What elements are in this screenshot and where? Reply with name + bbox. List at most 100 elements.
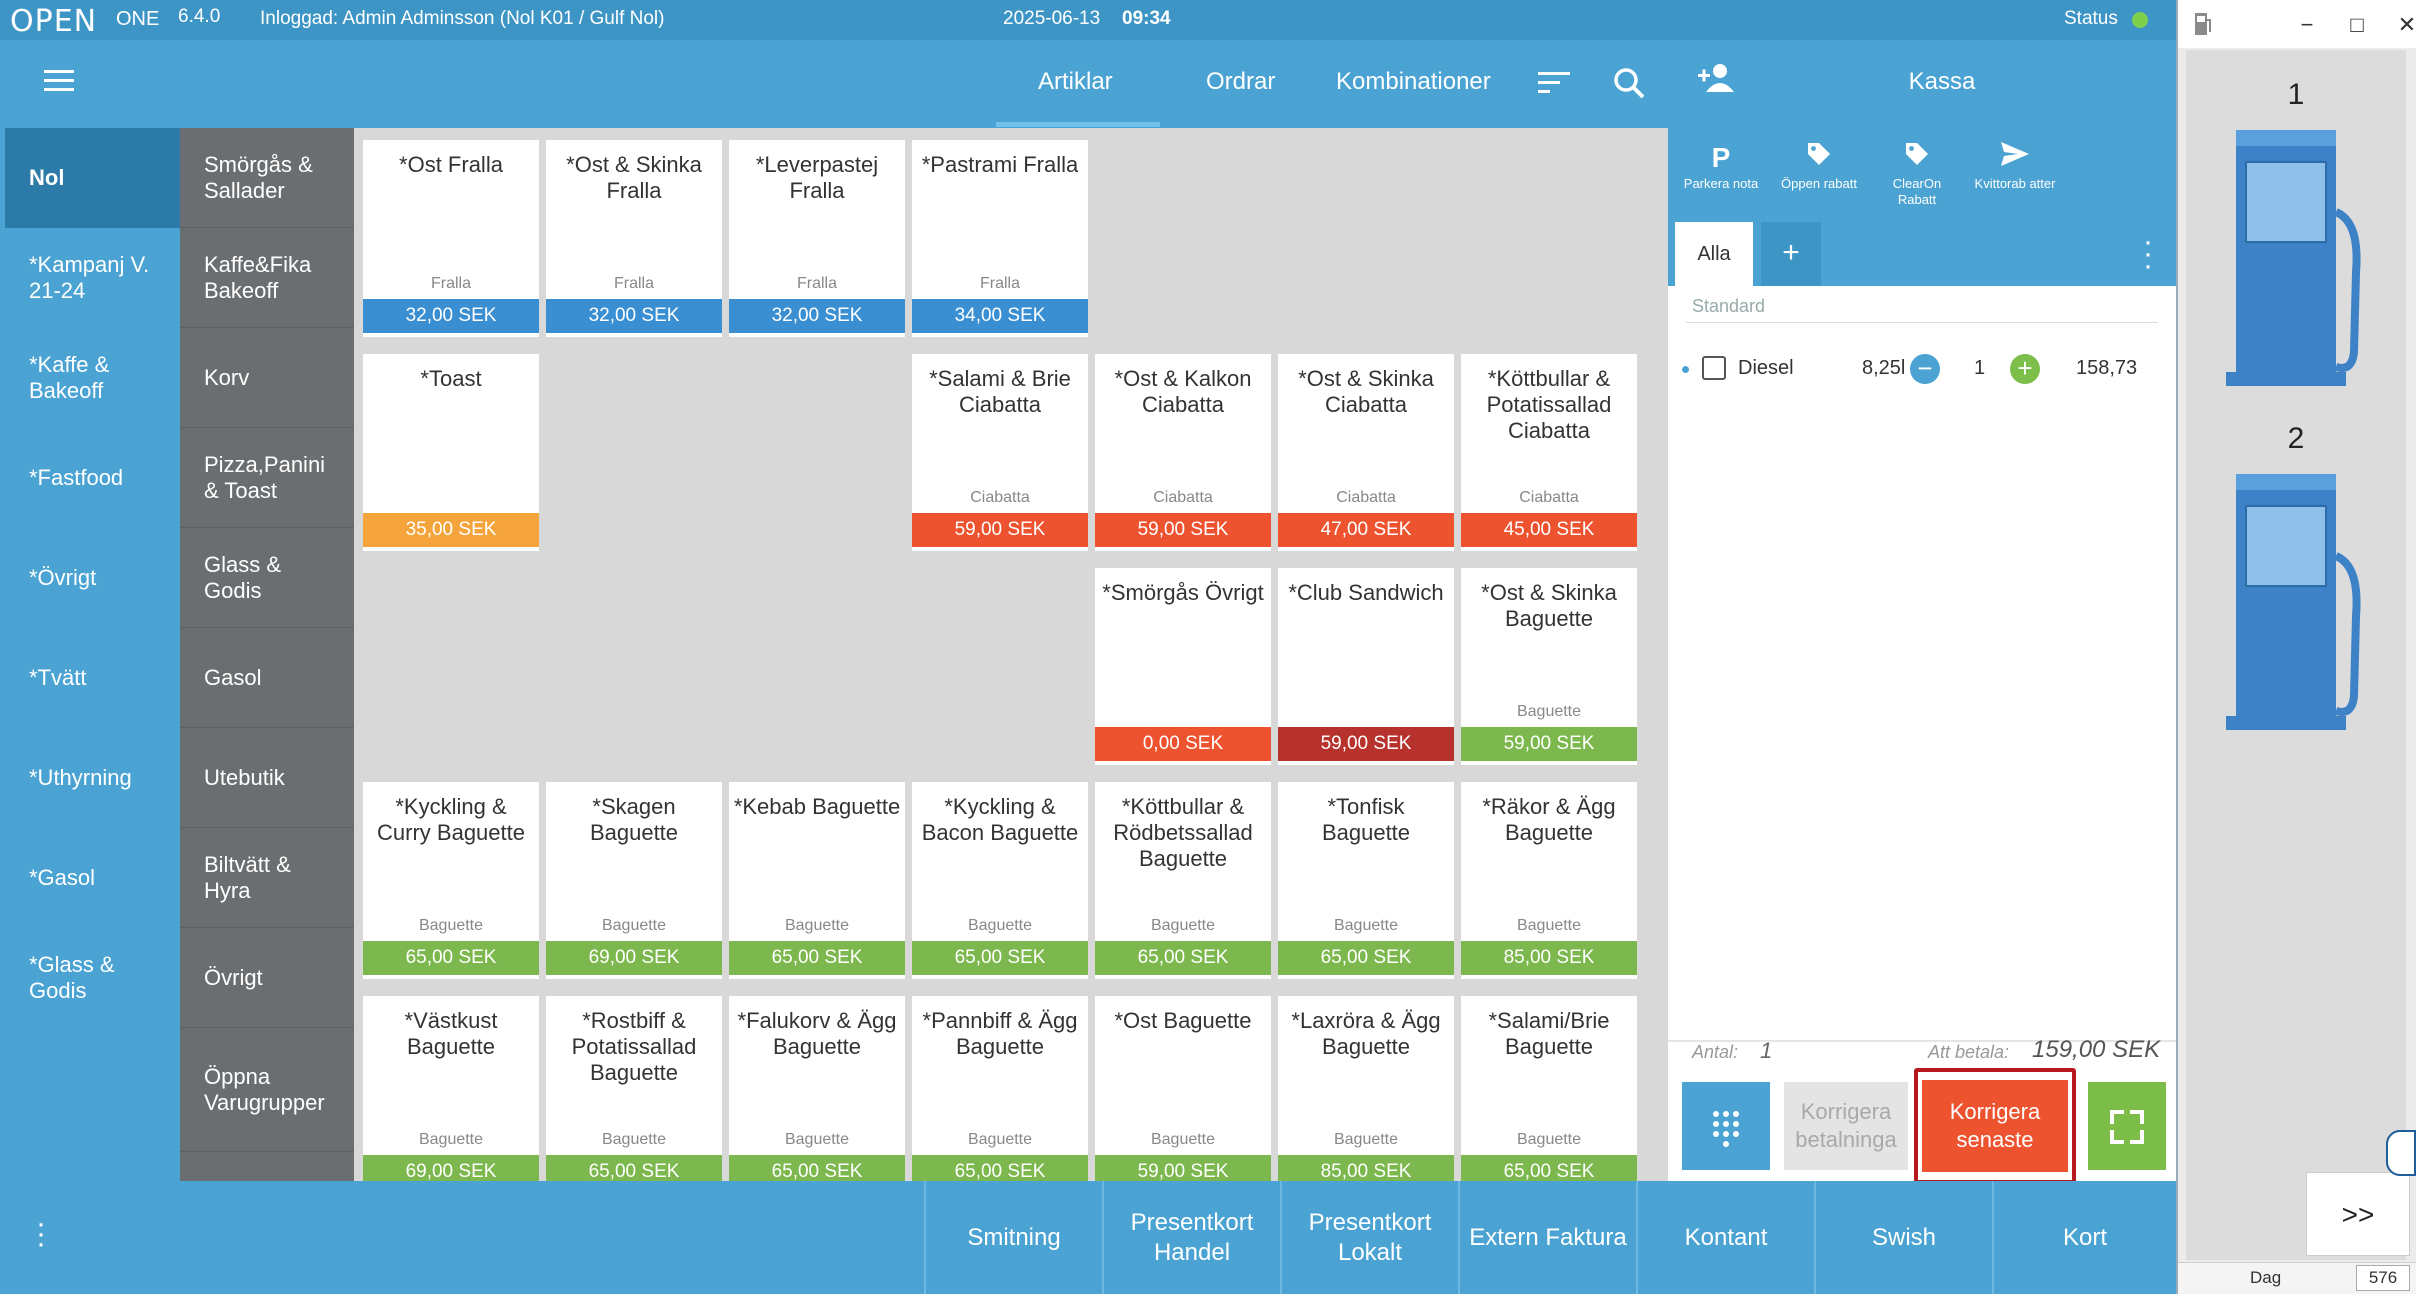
close-icon[interactable]: ✕ bbox=[2397, 12, 2416, 37]
product-card[interactable]: *Köttbullar & Rödbetssallad Baguette Bagu… bbox=[1095, 782, 1271, 979]
hamburger-menu-icon[interactable] bbox=[44, 70, 74, 94]
tab-ordrar[interactable]: Ordrar bbox=[1206, 68, 1276, 95]
product-price: 32,00 SEK bbox=[363, 299, 539, 333]
subcategory-item[interactable]: Gasol bbox=[180, 628, 354, 728]
product-card[interactable]: *Ost & Kalkon Ciabatta Ciabatta 59,00 SEK bbox=[1095, 354, 1271, 551]
product-grid: *Ost Fralla Fralla 32,00 SEK *Ost & Skinka … bbox=[354, 128, 1668, 1181]
product-card[interactable]: *Ost & Skinka Ciabatta Ciabatta 47,00 SEK bbox=[1278, 354, 1454, 551]
increase-button[interactable]: + bbox=[2010, 354, 2040, 384]
subcategory-item[interactable]: Övrigt bbox=[180, 928, 354, 1028]
pay-smitning-button[interactable]: Smitning bbox=[924, 1181, 1102, 1294]
category-item[interactable]: *Uthyrning bbox=[29, 765, 132, 790]
subcategory-item[interactable]: Glass & Godis bbox=[180, 528, 354, 628]
product-price: 59,00 SEK bbox=[1278, 727, 1454, 761]
category-item[interactable]: Nol bbox=[5, 128, 180, 228]
product-card[interactable]: *Tonfisk Baguette Baguette 65,00 SEK bbox=[1278, 782, 1454, 979]
product-card[interactable]: *Kyckling & Curry Baguette Baguette 65,00 … bbox=[363, 782, 539, 979]
divider bbox=[1668, 1040, 2176, 1042]
category-item[interactable]: *Gasol bbox=[29, 865, 96, 890]
pay-card-button[interactable]: Kort bbox=[1992, 1181, 2176, 1294]
decrease-button[interactable]: − bbox=[1910, 354, 1940, 384]
subcategory-item[interactable]: Kaffe&Fika Bakeoff bbox=[180, 228, 354, 328]
tab-kombinationer[interactable]: Kombinationer bbox=[1336, 68, 1491, 95]
category-item[interactable]: *Kaffe & Bakeoff bbox=[29, 352, 110, 403]
subcategory-item[interactable]: Biltvätt & Hyra bbox=[180, 828, 354, 928]
status-label[interactable]: Status bbox=[2064, 8, 2118, 29]
receipt-row[interactable]: Diesel 8,25l − 1 + 158,73 bbox=[1668, 336, 2176, 398]
product-card[interactable]: *Kebab Baguette Baguette 65,00 SEK bbox=[729, 782, 905, 979]
subcategory-item[interactable]: Korv bbox=[180, 328, 354, 428]
product-card[interactable]: *Pannbiff & Ägg Baguette Baguette 65,00 SE… bbox=[912, 996, 1088, 1181]
product-price: 85,00 SEK bbox=[1461, 941, 1637, 975]
pay-cash-button[interactable]: Kontant bbox=[1636, 1181, 1814, 1294]
product-card[interactable]: *Räkor & Ägg Baguette Baguette 85,00 SEK bbox=[1461, 782, 1637, 979]
product-name: *Ost & Skinka Ciabatta bbox=[1298, 366, 1434, 417]
product-card[interactable]: *Club Sandwich 59,00 SEK bbox=[1278, 568, 1454, 765]
product-card[interactable]: *Skagen Baguette Baguette 69,00 SEK bbox=[546, 782, 722, 979]
category-item[interactable]: *Fastfood bbox=[29, 465, 124, 490]
product-card[interactable]: *Ost Fralla Fralla 32,00 SEK bbox=[363, 140, 539, 337]
sort-icon[interactable] bbox=[1538, 72, 1570, 94]
product-category: Baguette bbox=[601, 1131, 667, 1148]
pay-giftcard-store-button[interactable]: Presentkort Handel bbox=[1102, 1181, 1280, 1294]
product-card[interactable]: *Toast 35,00 SEK bbox=[363, 354, 539, 551]
search-icon[interactable] bbox=[1612, 66, 1646, 100]
row-checkbox[interactable] bbox=[1702, 356, 1726, 380]
product-card[interactable]: *Kyckling & Bacon Baguette Baguette 65,00 … bbox=[912, 782, 1088, 979]
product-card[interactable]: *Laxröra & Ägg Baguette Baguette 85,00 SEK bbox=[1278, 996, 1454, 1181]
pay-swish-button[interactable]: Swish bbox=[1814, 1181, 1992, 1294]
maximize-icon[interactable]: □ bbox=[2350, 12, 2364, 37]
minimize-icon[interactable]: − bbox=[2300, 12, 2314, 37]
category-item[interactable]: *Övrigt bbox=[29, 565, 97, 590]
subcategory-item[interactable]: Utebutik bbox=[180, 728, 354, 828]
tab-alla[interactable]: Alla bbox=[1675, 222, 1753, 286]
correct-payments-button[interactable]: Korrigera betalninga bbox=[1784, 1082, 1908, 1170]
open-discount-button[interactable]: Öppen rabatt bbox=[1774, 140, 1864, 192]
product-name: *Kebab Baguette bbox=[733, 794, 901, 819]
add-tab-button[interactable]: + bbox=[1761, 222, 1821, 286]
fuel-pump-icon[interactable] bbox=[2226, 466, 2366, 736]
product-card[interactable]: *Ost & Skinka Baguette Baguette 59,00 SEK bbox=[1461, 568, 1637, 765]
product-name: *Salami/Brie Baguette bbox=[1488, 1008, 1610, 1059]
product-card[interactable]: *Ost Baguette Baguette 59,00 SEK bbox=[1095, 996, 1271, 1181]
category-item[interactable]: *Kampanj V. 21-24 bbox=[29, 252, 150, 303]
product-card[interactable]: *Falukorv & Ägg Baguette Baguette 65,00 SE… bbox=[729, 996, 905, 1181]
product-card[interactable]: *Köttbullar & Potatissallad Ciabatta Ciab… bbox=[1461, 354, 1637, 551]
product-card[interactable]: *Leverpastej Fralla Fralla 32,00 SEK bbox=[729, 140, 905, 337]
product-card[interactable]: *Ost & Skinka Fralla Fralla 32,00 SEK bbox=[546, 140, 722, 337]
next-page-button[interactable]: >> bbox=[2306, 1172, 2410, 1256]
fuel-pump-icon bbox=[2195, 13, 2211, 35]
subcategory-item[interactable]: Pizza,Panini & Toast bbox=[180, 428, 354, 528]
subcategory-item[interactable]: Öppna Varugrupper bbox=[180, 1028, 354, 1152]
pay-invoice-button[interactable]: Extern Faktura bbox=[1458, 1181, 1636, 1294]
park-receipt-button[interactable]: P Parkera nota bbox=[1676, 140, 1766, 192]
receipt-discount-button[interactable]: Kvittorab atter bbox=[1970, 140, 2060, 192]
status-indicator bbox=[2132, 12, 2148, 28]
more-menu-icon[interactable]: · · · bbox=[36, 1207, 46, 1260]
clearon-discount-button[interactable]: ClearOn Rabatt bbox=[1872, 140, 1962, 208]
product-card[interactable]: *Salami/Brie Baguette Baguette 65,00 SEK bbox=[1461, 996, 1637, 1181]
action-label: Kvittorab atter bbox=[1974, 176, 2056, 191]
subcategory-item[interactable]: Smörgås & Sallader bbox=[180, 128, 354, 228]
edge-handle[interactable] bbox=[2386, 1130, 2416, 1176]
product-card[interactable]: *Smörgås Övrigt 0,00 SEK bbox=[1095, 568, 1271, 765]
product-card[interactable]: *Pastrami Fralla Fralla 34,00 SEK bbox=[912, 140, 1088, 337]
category-item[interactable]: *Glass & Godis bbox=[29, 952, 115, 1003]
add-customer-icon[interactable] bbox=[1696, 62, 1736, 92]
subcategory-list: Smörgås & Sallader Kaffe&Fika Bakeoff Ko… bbox=[180, 128, 354, 1181]
app-logo-suffix: ONE bbox=[116, 8, 160, 30]
tab-artiklar[interactable]: Artiklar bbox=[1038, 68, 1113, 95]
more-options-icon[interactable]: · · · bbox=[2143, 225, 2153, 282]
item-price: 158,73 bbox=[2076, 357, 2138, 379]
pricelist-label[interactable]: Standard bbox=[1692, 296, 1766, 316]
product-category: Ciabatta bbox=[970, 489, 1030, 506]
product-card[interactable]: *Rostbiff & Potatissallad Baguette Baguet… bbox=[546, 996, 722, 1181]
product-card[interactable]: *Västkust Baguette Baguette 69,00 SEK bbox=[363, 996, 539, 1181]
fullscreen-button[interactable] bbox=[2088, 1082, 2166, 1170]
category-item[interactable]: *Tvätt bbox=[29, 665, 87, 690]
fuel-pump-icon[interactable] bbox=[2226, 122, 2366, 392]
product-card[interactable]: *Salami & Brie Ciabatta Ciabatta 59,00 SEK bbox=[912, 354, 1088, 551]
keypad-button[interactable] bbox=[1682, 1082, 1770, 1170]
pay-giftcard-local-button[interactable]: Presentkort Lokalt bbox=[1280, 1181, 1458, 1294]
correct-latest-button[interactable]: Korrigera senaste bbox=[1922, 1080, 2068, 1172]
